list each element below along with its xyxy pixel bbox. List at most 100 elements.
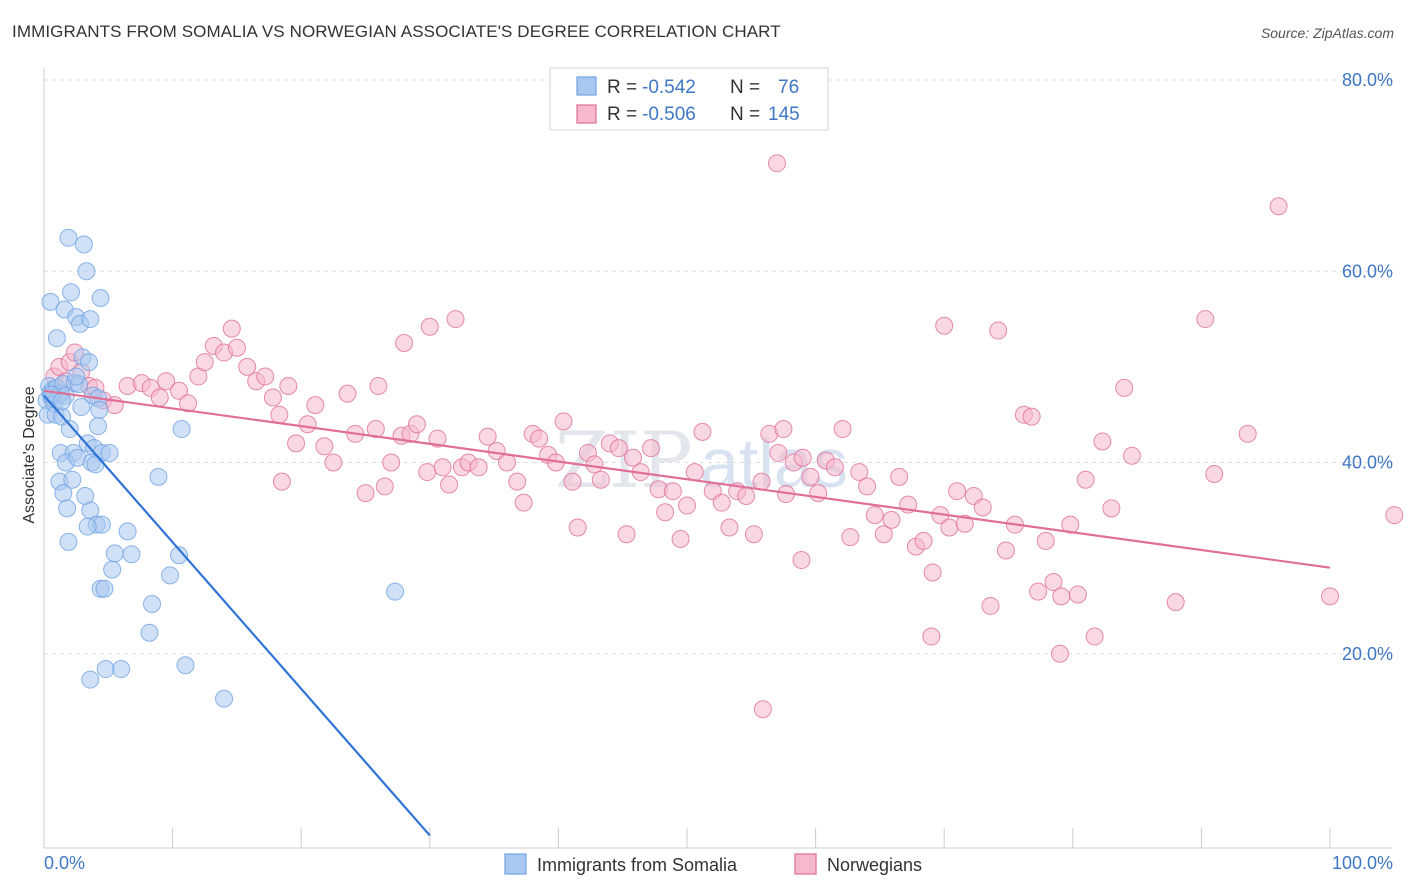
norwegians-point <box>973 498 992 517</box>
y-tick-label: 20.0% <box>1342 644 1393 664</box>
somalia-point <box>170 546 189 565</box>
norwegians-point <box>890 467 909 486</box>
norwegians-point <box>623 448 642 467</box>
legend-n-value-2: 145 <box>768 104 800 125</box>
norwegians-point <box>395 333 414 352</box>
norwegians-point <box>663 482 682 501</box>
bottom-legend-swatch-somalia <box>504 853 527 875</box>
somalia-point <box>67 367 86 386</box>
norwegians-point <box>568 518 587 537</box>
norwegians-point <box>753 700 772 719</box>
norwegians-point <box>793 448 812 467</box>
norwegians-point <box>744 525 763 544</box>
somalia-point <box>78 517 97 536</box>
norwegians-point <box>1269 197 1288 216</box>
legend-swatch-somalia <box>576 76 597 96</box>
somalia-point <box>95 579 114 598</box>
legend-swatch-norwegians <box>576 104 597 124</box>
norwegians-point <box>369 377 388 395</box>
norwegians-point <box>1321 587 1339 606</box>
series-immigrants-from-somalia <box>37 228 405 708</box>
y-tick-label: 40.0% <box>1342 453 1393 473</box>
norwegians-point <box>433 458 452 477</box>
norwegians-point <box>478 427 497 446</box>
legend-r-label-1: R = <box>607 77 637 98</box>
norwegians-point <box>563 472 582 491</box>
norwegians-point <box>1052 587 1071 606</box>
norwegians-point <box>865 506 884 525</box>
norwegians-point <box>298 415 317 434</box>
norwegians-point <box>693 422 712 441</box>
norwegians-point <box>641 439 660 458</box>
norwegians-point <box>774 420 793 439</box>
norwegians-point <box>270 405 289 424</box>
norwegians-point <box>1061 515 1080 534</box>
norwegians-point <box>279 377 298 395</box>
norwegians-point <box>1076 470 1095 489</box>
norwegians-point <box>656 503 675 522</box>
somalia-point <box>140 623 159 642</box>
somalia-point <box>96 660 115 679</box>
norwegians-point <box>1122 446 1141 465</box>
norwegians-point <box>418 463 437 482</box>
somalia-point <box>80 353 99 372</box>
somalia-point <box>118 522 137 541</box>
norwegians-point <box>315 437 334 456</box>
norwegians-point <box>530 429 549 448</box>
somalia-point <box>122 545 141 564</box>
axes <box>43 68 1392 849</box>
norwegians-point <box>338 384 357 403</box>
norwegians-point <box>591 470 610 489</box>
norwegians-point <box>712 493 731 512</box>
somalia-point <box>81 310 100 329</box>
norwegians-point <box>554 412 573 431</box>
norwegians-point <box>935 316 954 335</box>
norwegians-point <box>446 310 465 329</box>
norwegians-point <box>382 453 401 472</box>
somalia-point <box>53 392 72 411</box>
norwegians-point <box>375 477 394 496</box>
legend-r-label-2: R = <box>607 104 637 125</box>
somalia-point <box>172 420 191 439</box>
norwegians-point <box>1050 644 1069 663</box>
trend-lines <box>43 389 1331 837</box>
tick-labels: 20.0% 40.0% 60.0% 80.0% 0.0% 100.0% <box>44 70 1393 873</box>
somalia-point <box>86 455 105 474</box>
legend-r-value-1: -0.542 <box>642 77 696 98</box>
chart-title: IMMIGRANTS FROM SOMALIA VS NORWEGIAN ASS… <box>12 22 781 41</box>
norwegians-point <box>306 396 325 415</box>
somalia-point <box>58 499 77 518</box>
norwegians-point <box>1036 531 1055 550</box>
norwegians-point <box>922 627 941 646</box>
somalia-point <box>105 544 124 563</box>
norwegians-point <box>914 531 933 550</box>
somalia-point <box>90 400 109 419</box>
somalia-point <box>215 689 234 708</box>
norwegians-point <box>769 443 788 462</box>
norwegians-point <box>981 596 1000 615</box>
somalia-point <box>54 484 73 503</box>
trend-line-somalia <box>43 394 431 837</box>
somalia-point <box>41 292 60 311</box>
somalia-point <box>112 660 131 679</box>
norwegians-point <box>263 388 282 407</box>
norwegians-point <box>238 357 257 376</box>
somalia-point <box>161 566 180 585</box>
somalia-point <box>89 417 108 436</box>
norwegians-point <box>227 338 246 357</box>
somalia-point <box>176 656 195 675</box>
norwegians-point <box>179 394 198 413</box>
somalia-point <box>72 398 91 417</box>
somalia-point <box>59 532 78 551</box>
norwegians-point <box>1205 464 1224 483</box>
norwegians-point <box>1029 582 1048 601</box>
correlation-legend: R = -0.542 N = 76 R = -0.506 N = 145 <box>549 67 829 131</box>
norwegians-point <box>1044 573 1063 592</box>
norwegians-point <box>508 472 527 491</box>
somalia-point <box>91 289 110 308</box>
y-tick-label: 60.0% <box>1342 261 1393 281</box>
norwegians-point <box>678 496 696 515</box>
norwegians-point <box>792 551 811 570</box>
norwegians-point <box>256 367 275 386</box>
norwegians-point <box>1102 499 1121 518</box>
